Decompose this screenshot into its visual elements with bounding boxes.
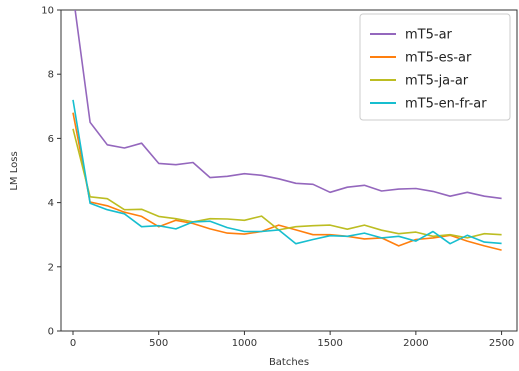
y-tick-label: 0 — [48, 327, 54, 338]
y-tick-label: 8 — [48, 70, 54, 81]
y-axis: 0 2 4 6 8 10 — [41, 6, 61, 338]
series-layer — [72, 10, 502, 251]
series-line-mT5-en-fr-ar — [72, 99, 502, 245]
y-tick-label: 2 — [48, 262, 54, 273]
y-axis-label: LM Loss — [9, 151, 20, 190]
series-line-mT5-ar — [74, 10, 502, 200]
y-tick-label: 6 — [48, 134, 54, 145]
legend-label: mT5-ar — [405, 28, 453, 43]
x-tick-label: 2000 — [403, 338, 428, 349]
legend-label: mT5-en-fr-ar — [405, 97, 487, 112]
x-tick-label: 0 — [70, 338, 76, 349]
legend-frame — [359, 13, 511, 121]
legend-label: mT5-es-ar — [405, 51, 472, 66]
x-axis: 0 500 1000 1500 2000 2500 — [70, 331, 514, 349]
y-tick-label: 10 — [41, 6, 54, 17]
x-tick-label: 500 — [149, 338, 168, 349]
legend-label: mT5-ja-ar — [405, 74, 469, 89]
legend: mT5-ar mT5-es-ar mT5-ja-ar mT5-en-fr-ar — [359, 13, 511, 121]
x-tick-label: 1500 — [317, 338, 342, 349]
y-tick-label: 4 — [48, 198, 54, 209]
series-line-mT5-ja-ar — [72, 128, 502, 239]
x-tick-label: 2500 — [489, 338, 514, 349]
x-tick-label: 1000 — [232, 338, 257, 349]
x-axis-label: Batches — [269, 357, 309, 368]
